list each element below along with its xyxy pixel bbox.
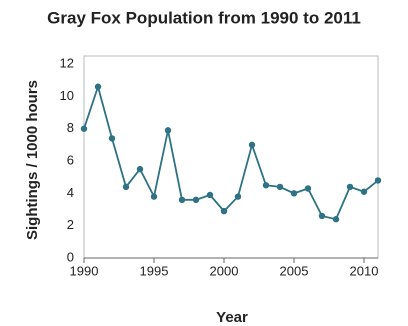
data-point bbox=[178, 196, 186, 204]
data-point bbox=[164, 127, 172, 134]
data-point bbox=[290, 190, 298, 197]
data-point bbox=[108, 135, 116, 142]
data-line bbox=[83, 83, 379, 221]
y-axis-label: Sightings / 1000 hours bbox=[24, 80, 41, 240]
data-point bbox=[304, 185, 312, 192]
data-point bbox=[374, 177, 382, 184]
y-tick-label: 2 bbox=[67, 217, 74, 232]
x-tick-label: 2005 bbox=[280, 263, 309, 278]
data-point bbox=[234, 193, 242, 200]
data-point bbox=[150, 193, 158, 200]
data-point bbox=[94, 83, 102, 90]
data-point bbox=[332, 216, 340, 223]
data-point bbox=[318, 212, 326, 220]
y-tick-label: 6 bbox=[67, 152, 74, 167]
y-tick-label: 10 bbox=[60, 88, 74, 103]
chart-title: Gray Fox Population from 1990 to 2011 bbox=[47, 8, 361, 27]
x-tick-label: 2000 bbox=[210, 263, 239, 278]
plot-frame bbox=[83, 55, 379, 259]
x-axis-label: Year bbox=[216, 309, 248, 326]
data-point bbox=[192, 196, 200, 204]
y-tick-label: 0 bbox=[67, 249, 74, 264]
data-point bbox=[136, 165, 144, 173]
data-point bbox=[206, 191, 214, 199]
data-point bbox=[262, 182, 270, 189]
y-tick-label: 8 bbox=[67, 120, 74, 135]
x-tick-label: 1990 bbox=[70, 263, 99, 278]
data-point bbox=[80, 125, 88, 132]
y-tick-label: 12 bbox=[60, 56, 74, 71]
data-point bbox=[220, 207, 228, 215]
data-point bbox=[122, 183, 130, 191]
data-point bbox=[360, 188, 368, 195]
data-point bbox=[276, 183, 284, 191]
x-tick-label: 1995 bbox=[140, 263, 169, 278]
x-tick-label: 2010 bbox=[350, 263, 379, 278]
data-point bbox=[248, 141, 256, 149]
y-tick-label: 4 bbox=[67, 185, 74, 200]
data-point bbox=[346, 183, 354, 191]
